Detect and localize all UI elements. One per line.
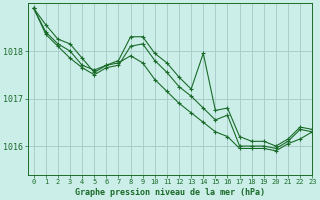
X-axis label: Graphe pression niveau de la mer (hPa): Graphe pression niveau de la mer (hPa) xyxy=(75,188,265,197)
